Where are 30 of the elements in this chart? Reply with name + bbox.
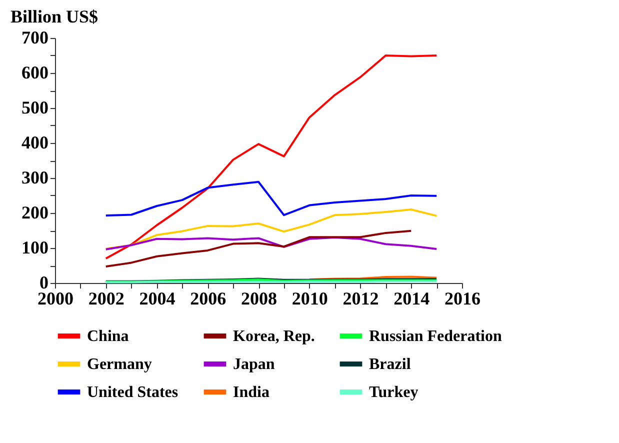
y-tick-label: 500 — [22, 98, 48, 118]
legend-label: China — [87, 328, 129, 345]
y-tick-label: 200 — [22, 202, 48, 222]
legend-label: Russian Federation — [369, 328, 502, 345]
line-series — [104, 54, 438, 260]
legend-label: Turkey — [369, 384, 418, 401]
line-series — [104, 236, 438, 250]
y-tick-label: 100 — [22, 238, 48, 258]
y-tick-label: 300 — [22, 168, 48, 188]
y-tick-label: 600 — [22, 62, 48, 82]
legend-label: Japan — [233, 356, 275, 373]
x-tick-label: 2012 — [342, 288, 379, 308]
line-series — [104, 180, 438, 216]
x-tick-label: 2006 — [190, 288, 226, 308]
x-tick-label: 2004 — [139, 288, 176, 308]
line-series — [104, 208, 438, 250]
legend-label: Germany — [87, 356, 152, 373]
legend-label: Korea, Rep. — [233, 328, 315, 345]
y-axis-title: Billion US$ — [10, 6, 98, 26]
legend-label: United States — [87, 384, 178, 401]
x-tick-label: 2008 — [241, 288, 277, 308]
legend-label: Brazil — [369, 356, 412, 373]
x-tick-label: 2016 — [444, 288, 480, 308]
line-series — [104, 230, 412, 268]
x-tick-label: 2010 — [292, 288, 328, 308]
x-tick-label: 2002 — [88, 288, 124, 308]
legend-label: India — [233, 384, 270, 401]
y-tick-label: 400 — [22, 132, 48, 152]
y-tick-label: 700 — [22, 28, 48, 48]
x-tick-label: 2014 — [394, 288, 430, 308]
